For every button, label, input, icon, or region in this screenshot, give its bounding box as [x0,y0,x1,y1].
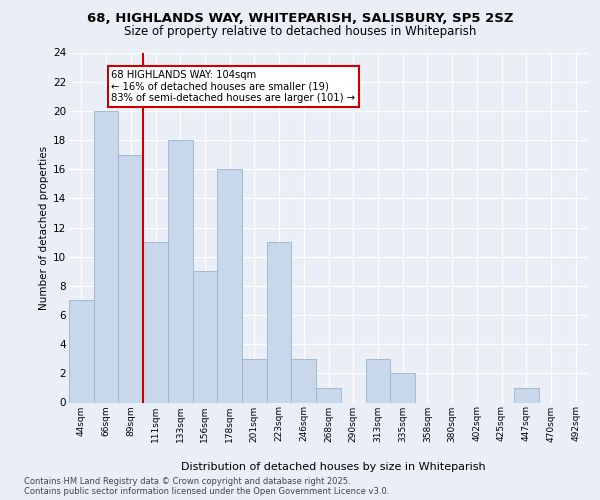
Bar [365,359,390,403]
Bar [390,374,415,402]
Bar [143,242,168,402]
Text: Contains public sector information licensed under the Open Government Licence v3: Contains public sector information licen… [24,488,389,496]
Bar [193,271,217,402]
Text: Contains HM Land Registry data © Crown copyright and database right 2025.: Contains HM Land Registry data © Crown c… [24,478,350,486]
Bar [292,359,316,403]
Bar [514,388,539,402]
Bar [267,242,292,402]
Text: 68 HIGHLANDS WAY: 104sqm
← 16% of detached houses are smaller (19)
83% of semi-d: 68 HIGHLANDS WAY: 104sqm ← 16% of detach… [111,70,355,103]
Bar [316,388,341,402]
Bar [118,154,143,402]
Bar [69,300,94,402]
Bar [94,111,118,403]
Text: Distribution of detached houses by size in Whiteparish: Distribution of detached houses by size … [181,462,485,472]
Bar [242,359,267,403]
Text: Size of property relative to detached houses in Whiteparish: Size of property relative to detached ho… [124,25,476,38]
Bar [217,169,242,402]
Text: 68, HIGHLANDS WAY, WHITEPARISH, SALISBURY, SP5 2SZ: 68, HIGHLANDS WAY, WHITEPARISH, SALISBUR… [87,12,513,26]
Y-axis label: Number of detached properties: Number of detached properties [39,146,49,310]
Bar [168,140,193,402]
